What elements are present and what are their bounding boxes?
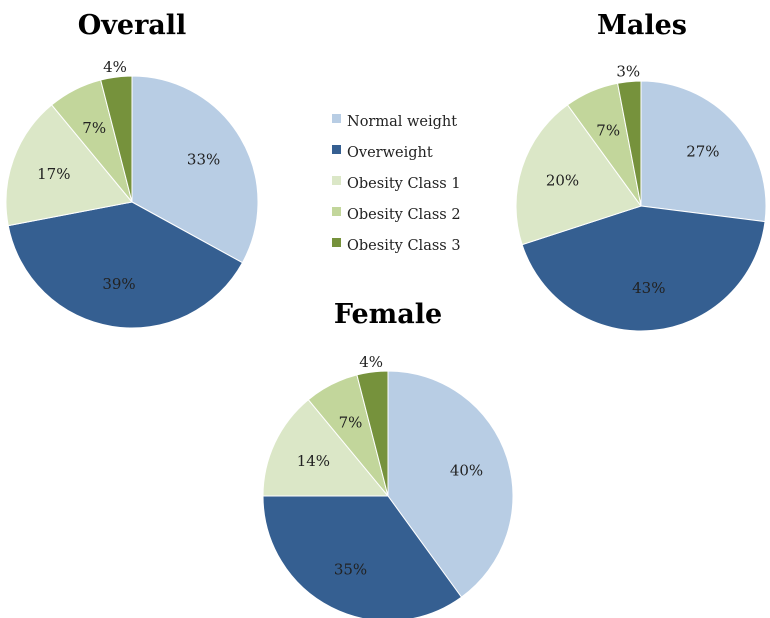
slice-label-males-overweight: 43%	[632, 279, 665, 297]
legend-swatch-obesity-class-2	[332, 207, 341, 216]
slice-label-overall-obesity-class-3: 4%	[103, 58, 127, 76]
pie-males: 27% 43% 20% 7% 3%	[515, 63, 767, 332]
legend-label-obesity-class-3: Obesity Class 3	[347, 238, 461, 254]
slice-label-female-obesity-class-2: 7%	[339, 414, 363, 432]
slice-label-males-obesity-class-2: 7%	[596, 121, 620, 139]
pie-slice-males-normal-weight	[640, 80, 767, 223]
pie-slice-overall-obesity-class-1	[5, 104, 133, 227]
legend-label-normal-weight: Normal weight	[347, 114, 457, 130]
pie-slice-males-obesity-class-1	[515, 104, 642, 246]
pie-overall: 33% 39% 17% 7% 4%	[5, 58, 259, 329]
legend-item-overweight: Overweight	[332, 145, 433, 161]
pie-female: 40% 35% 14% 7% 4%	[262, 353, 514, 618]
chart-title-males: Males	[597, 10, 687, 41]
slice-label-males-obesity-class-3: 3%	[616, 63, 640, 81]
pie-slice-overall-normal-weight	[131, 75, 259, 264]
slice-label-overall-obesity-class-2: 7%	[82, 119, 106, 137]
legend-swatch-obesity-class-1	[332, 176, 341, 185]
chart-title-female: Female	[334, 299, 442, 330]
legend-item-normal-weight: Normal weight	[332, 114, 457, 130]
legend-label-obesity-class-2: Obesity Class 2	[347, 207, 461, 223]
pie-slice-males-obesity-class-3	[616, 80, 642, 207]
pie-slice-female-obesity-class-3	[356, 370, 389, 497]
pie-slice-female-normal-weight	[387, 370, 514, 598]
legend-item-obesity-class-2: Obesity Class 2	[332, 207, 461, 223]
slice-label-males-normal-weight: 27%	[686, 142, 719, 160]
legend-swatch-normal-weight	[332, 114, 341, 123]
slice-label-males-obesity-class-1: 20%	[546, 172, 579, 190]
legend-item-obesity-class-1: Obesity Class 1	[332, 176, 461, 192]
legend-label-obesity-class-1: Obesity Class 1	[347, 176, 461, 192]
pie-slice-overall-obesity-class-3	[100, 75, 133, 203]
legend-swatch-obesity-class-3	[332, 238, 341, 247]
pie-slice-female-obesity-class-1	[262, 398, 390, 497]
slice-label-overall-obesity-class-1: 17%	[37, 165, 70, 183]
legend-swatch-overweight	[332, 145, 341, 154]
slice-label-overall-normal-weight: 33%	[187, 151, 220, 169]
pie-slice-female-overweight	[262, 495, 463, 618]
pie-slice-overall-overweight	[7, 201, 244, 329]
slice-label-overall-overweight: 39%	[102, 275, 135, 293]
pie-slice-males-overweight	[521, 205, 766, 332]
legend-label-overweight: Overweight	[347, 145, 433, 161]
chart-title-overall: Overall	[78, 10, 187, 41]
slice-label-female-overweight: 35%	[334, 561, 367, 579]
slice-label-female-obesity-class-1: 14%	[297, 452, 330, 470]
slice-label-female-normal-weight: 40%	[450, 462, 483, 480]
legend-item-obesity-class-3: Obesity Class 3	[332, 238, 461, 254]
legend: Normal weight Overweight Obesity Class 1…	[332, 114, 461, 254]
slice-label-female-obesity-class-3: 4%	[359, 353, 383, 371]
